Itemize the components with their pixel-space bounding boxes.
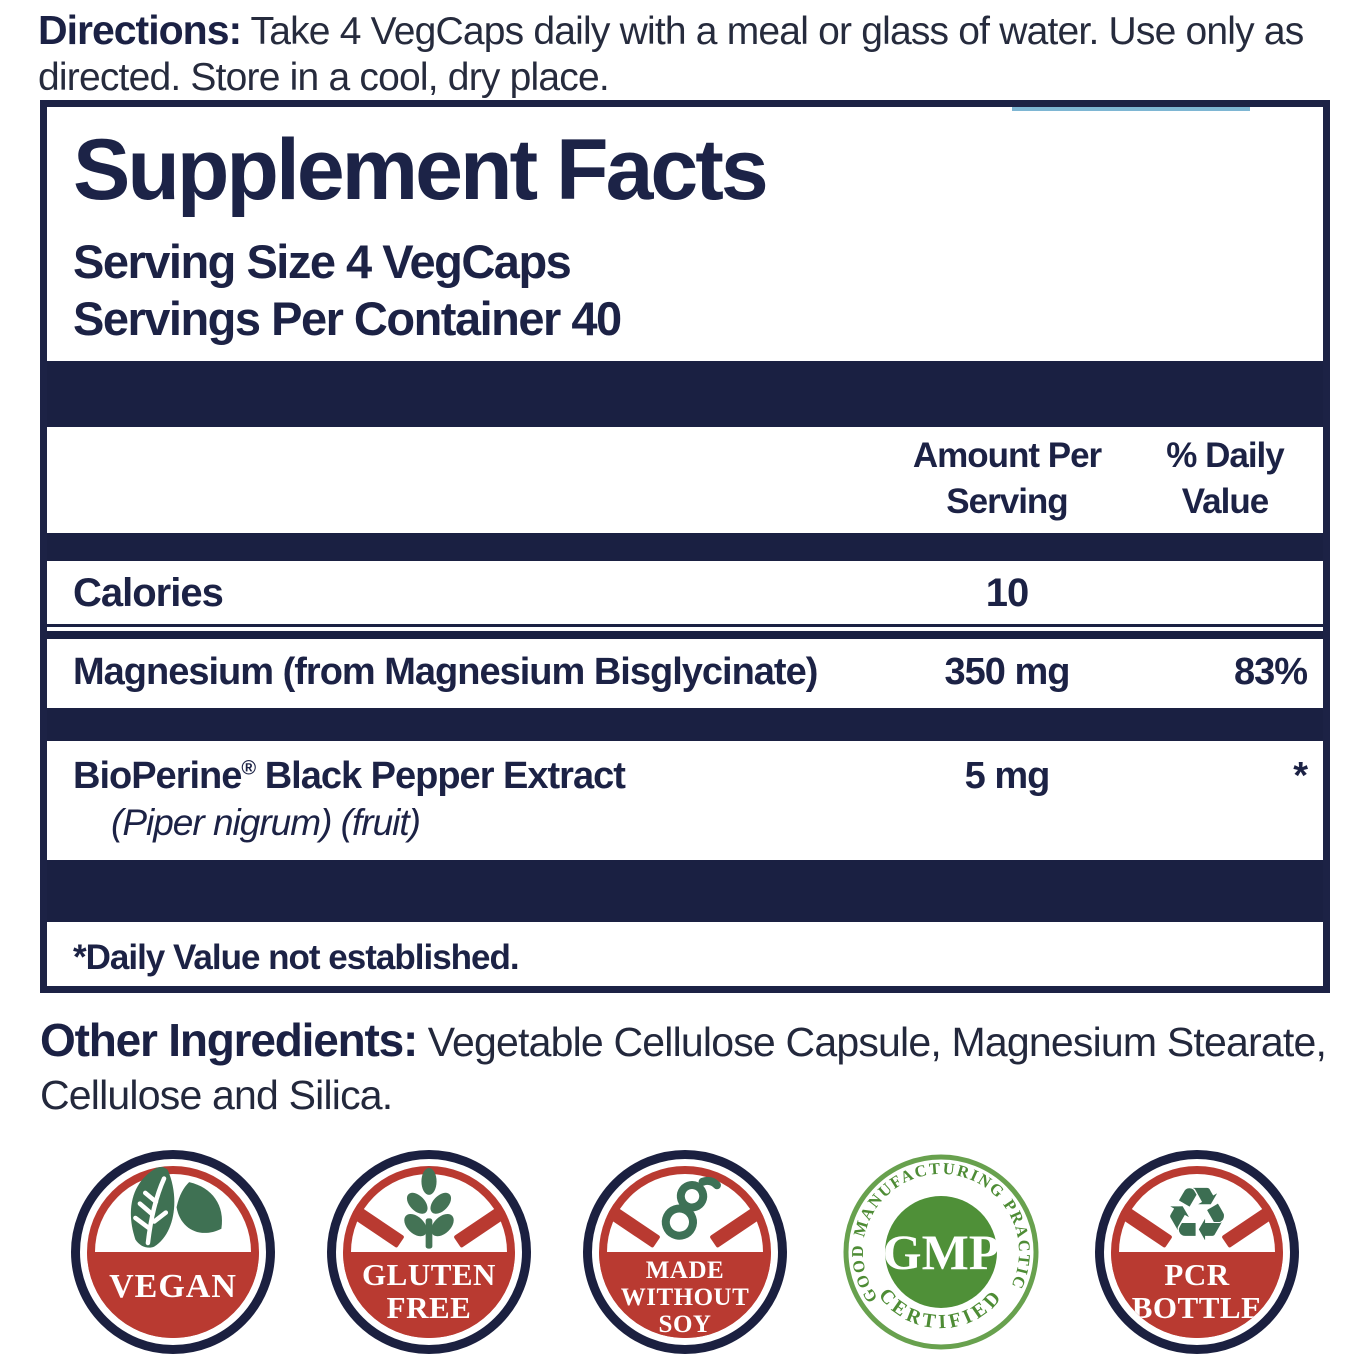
soybean-icon [661, 1176, 721, 1240]
badge-gmp-certified: GOOD MANUFACTURING PRACTICE CERTIFIED GM… [833, 1135, 1043, 1354]
divider-bar-bottom [47, 859, 1323, 922]
badge-vegan: VEGAN [71, 1150, 275, 1354]
column-header-amount: Amount Per Serving [912, 435, 1102, 521]
nutrient-brand: BioPerine [73, 754, 242, 797]
double-rule [47, 623, 1323, 639]
certification-badges-row: VEGAN [0, 1135, 1370, 1354]
recycle-icon: ♻ [1163, 1172, 1231, 1258]
nutrient-daily-value: * [1293, 754, 1308, 797]
nutrient-amount: 10 [985, 570, 1030, 615]
divider-bar-thick [47, 360, 1323, 427]
directions-line-2: directed. Store in a cool, dry place. [38, 56, 610, 100]
gmp-seal: GOOD MANUFACTURING PRACTICE CERTIFIED GM… [833, 1135, 1039, 1350]
badge-made-without-soy: MADE WITHOUT SOY [583, 1150, 787, 1354]
badge-gluten-free: GLUTEN FREE [327, 1150, 531, 1354]
wheat-icon [404, 1168, 454, 1249]
other-ingredients-label: Other Ingredients: [40, 1014, 418, 1066]
table-row-magnesium: Magnesium (from Magnesium Bisglycinate) … [47, 639, 1323, 708]
gmp-center-text: GMP [883, 1224, 1000, 1280]
nutrient-daily-value: 83% [1233, 650, 1308, 693]
nutrient-amount: 350 mg [944, 650, 1071, 693]
badge-label: SOY [658, 1311, 712, 1338]
badge-label: PCR [1164, 1257, 1230, 1292]
nutrient-amount: 5 mg [964, 754, 1051, 797]
daily-value-footnote: *Daily Value not established. [73, 937, 520, 977]
print-artifact-strip [1012, 107, 1250, 111]
other-ingredients: Other Ingredients: Vegetable Cellulose C… [40, 1012, 1356, 1122]
other-ingredients-line-1: Vegetable Cellulose Capsule, Magnesium S… [427, 1019, 1327, 1065]
divider-bar-medium [47, 707, 1323, 741]
table-row-calories: Calories 10 [47, 561, 1323, 624]
directions-line-1: Take 4 VegCaps daily with a meal or glas… [250, 10, 1305, 53]
panel-title: Supplement Facts [73, 122, 769, 218]
serving-size: Serving Size 4 VegCaps [73, 235, 572, 288]
directions-text: Directions: Take 4 VegCaps daily with a … [38, 6, 1354, 101]
badge-label: GLUTEN [362, 1257, 496, 1292]
nutrient-name: Black Pepper Extract [255, 754, 626, 797]
registered-mark: ® [241, 756, 256, 779]
badge-label: BOTTLE [1131, 1289, 1263, 1325]
table-header-row: Amount Per Serving % Daily Value [47, 433, 1323, 533]
badge-label: MADE [645, 1257, 725, 1284]
leaf-icon [130, 1166, 222, 1248]
badge-label: WITHOUT [620, 1284, 750, 1311]
directions-label: Directions: [38, 7, 242, 53]
badge-pcr-bottle: ♻ PCR BOTTLE [1095, 1150, 1299, 1354]
nutrient-name: Magnesium (from Magnesium Bisglycinate) [73, 650, 818, 693]
servings-per-container: Servings Per Container 40 [73, 291, 622, 345]
column-header-daily-value: % Daily Value [1166, 435, 1285, 521]
supplement-facts-panel: Supplement Facts Serving Size 4 VegCaps … [40, 100, 1330, 993]
nutrient-latin-name: (Piper nigrum) (fruit) [111, 801, 421, 843]
table-row-bioperine: BioPerine® Black Pepper Extract 5 mg * [47, 741, 1323, 798]
other-ingredients-line-2: Cellulose and Silica. [40, 1071, 393, 1118]
badge-label: VEGAN [109, 1268, 237, 1305]
divider-bar-thin [47, 532, 1323, 561]
badge-label: FREE [386, 1289, 472, 1325]
nutrient-name: Calories [73, 570, 224, 615]
